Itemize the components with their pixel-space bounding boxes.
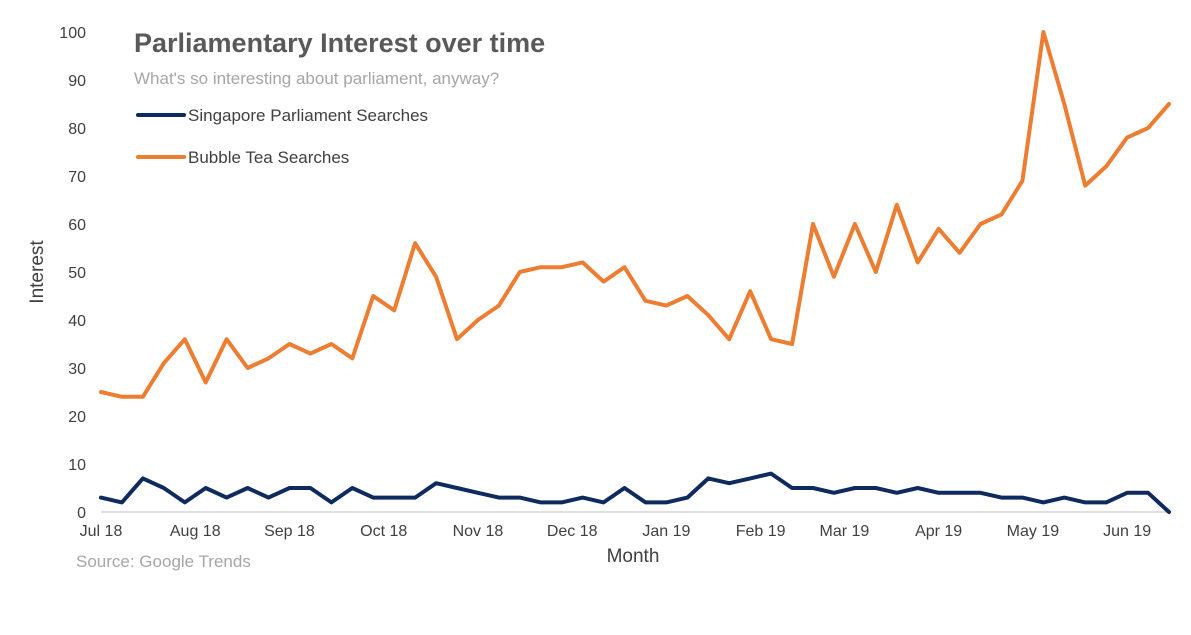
x-tick-label: Apr 19 bbox=[915, 523, 962, 540]
y-tick-label: 0 bbox=[77, 505, 86, 522]
y-tick-label: 100 bbox=[59, 25, 86, 42]
x-tick-label: Dec 18 bbox=[547, 523, 598, 540]
y-tick-label: 80 bbox=[68, 121, 86, 138]
series-line-parliament bbox=[99, 471, 1171, 514]
x-tick-label: Oct 18 bbox=[360, 523, 407, 540]
axes: 0 10 20 30 40 50 60 70 80 90 100 Jul 18 Aug 18 Sep 18… bbox=[59, 25, 1169, 540]
legend-label-parliament: Singapore Parliament Searches bbox=[188, 106, 428, 125]
legend-label-bubble-tea: Bubble Tea Searches bbox=[188, 148, 349, 167]
x-tick-label: Feb 19 bbox=[736, 523, 786, 540]
y-tick-label: 70 bbox=[68, 169, 86, 186]
chart-subtitle: What's so interesting about parliament, … bbox=[134, 69, 499, 88]
x-tick-label: Nov 18 bbox=[453, 523, 504, 540]
y-tick-label: 50 bbox=[68, 265, 86, 282]
x-tick-label: Aug 18 bbox=[170, 523, 221, 540]
y-axis-title: Interest bbox=[27, 240, 48, 304]
y-tick-label: 30 bbox=[68, 361, 86, 378]
x-tick-label: Jan 19 bbox=[642, 523, 690, 540]
source-note: Source: Google Trends bbox=[76, 552, 251, 571]
y-tick-label: 20 bbox=[68, 409, 86, 426]
y-tick-label: 40 bbox=[68, 313, 86, 330]
y-tick-label: 10 bbox=[68, 457, 86, 474]
x-axis-title: Month bbox=[607, 546, 660, 567]
x-tick-label: Mar 19 bbox=[820, 523, 870, 540]
x-tick-label: May 19 bbox=[1007, 523, 1060, 540]
chart-title: Parliamentary Interest over time bbox=[134, 28, 545, 58]
y-tick-label: 60 bbox=[68, 217, 86, 234]
x-tick-label: Jul 18 bbox=[80, 523, 123, 540]
x-tick-label: Jun 19 bbox=[1103, 523, 1151, 540]
series-line-bubble-tea bbox=[99, 30, 1171, 399]
series-lines bbox=[99, 30, 1171, 514]
y-tick-label: 90 bbox=[68, 73, 86, 90]
legend: Singapore Parliament Searches Bubble Tea… bbox=[136, 106, 428, 167]
x-tick-label: Sep 18 bbox=[264, 523, 315, 540]
